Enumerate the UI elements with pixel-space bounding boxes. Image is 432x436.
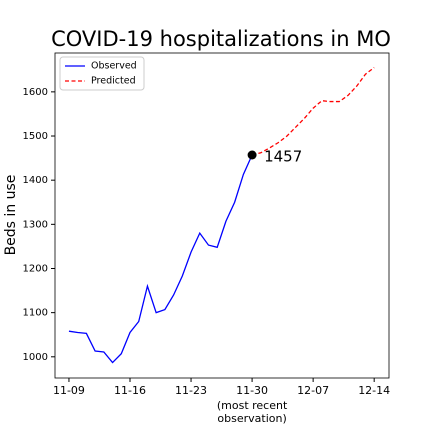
y-axis-label: Beds in use [3, 175, 19, 256]
line-series [251, 67, 375, 156]
x-annotation: (most recent [217, 399, 288, 412]
highlight-point [247, 150, 257, 160]
plot-frame [54, 52, 390, 379]
y-tick-label: 1100 [23, 308, 48, 319]
y-tick-label: 1400 [23, 175, 48, 186]
x-tick-label: 12-14 [358, 384, 390, 397]
legend-box [59, 56, 145, 91]
x-tick-label: 12-07 [297, 384, 329, 397]
y-tick-label: 1300 [23, 219, 48, 230]
x-tick-label: 11-30 [236, 384, 268, 397]
x-tick-label: 11-16 [114, 384, 146, 397]
y-tick-label: 1000 [23, 352, 48, 363]
data-label: 1457 [264, 148, 302, 166]
x-annotation: observation) [217, 412, 286, 425]
chart-title: COVID-19 hospitalizations in MO [51, 27, 391, 51]
y-tick-label: 1200 [23, 263, 48, 274]
legend-label: Predicted [91, 76, 136, 87]
x-tick-label: 11-23 [175, 384, 207, 397]
y-tick-label: 1500 [23, 131, 48, 142]
legend-label: Observed [91, 61, 137, 72]
x-tick-label: 11-09 [53, 384, 85, 397]
line-series [68, 154, 253, 364]
y-tick-label: 1600 [23, 87, 48, 98]
